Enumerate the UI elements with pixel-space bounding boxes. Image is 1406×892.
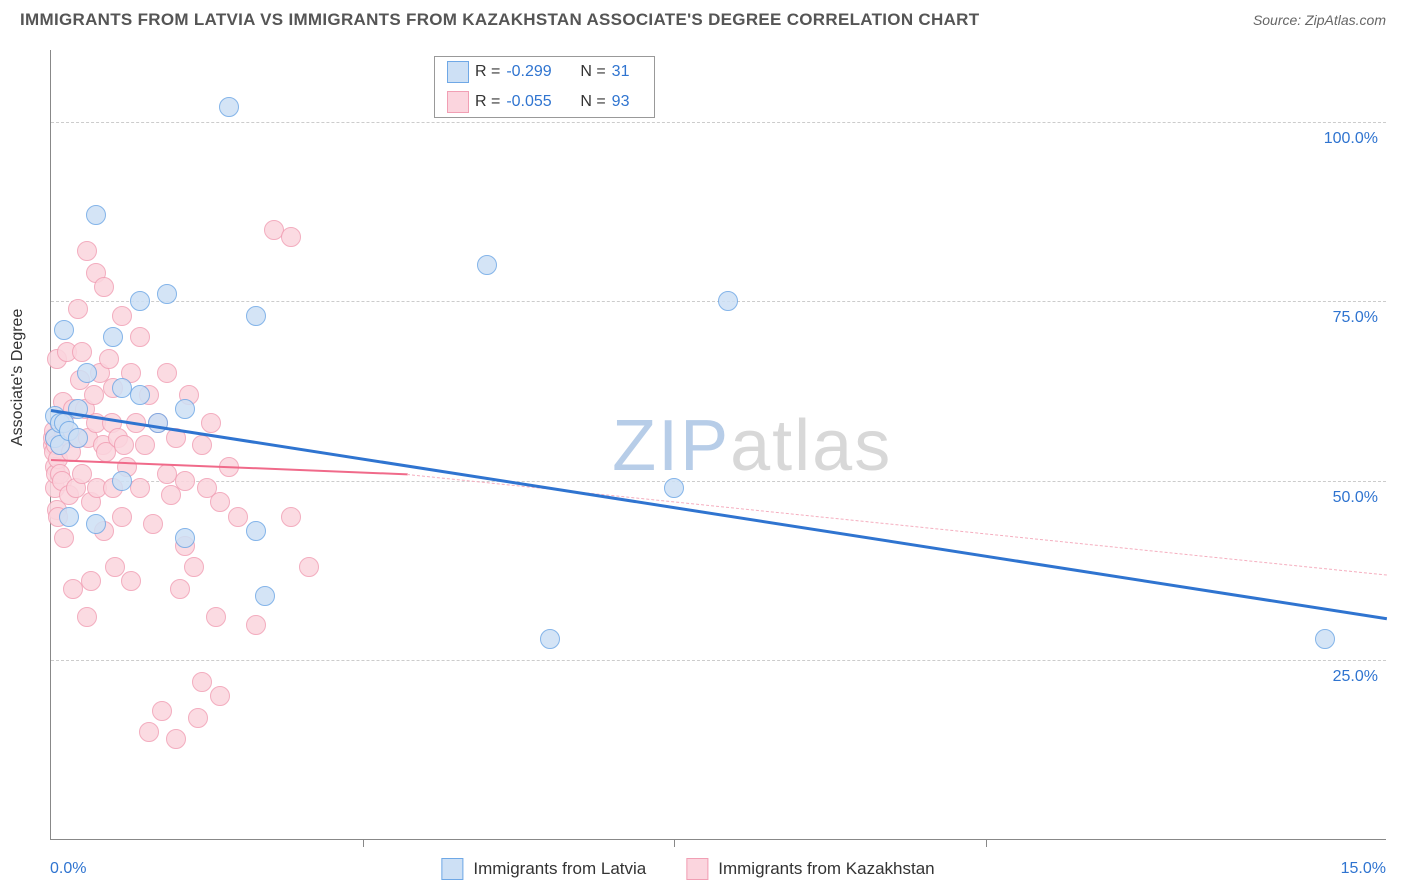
scatter-point-latvia	[246, 306, 266, 326]
scatter-point-kazakhstan	[184, 557, 204, 577]
chart-area: 25.0% 50.0% 75.0% 100.0% ZIPatlas R = -0.299 N …	[50, 50, 1386, 840]
plot-area: 25.0% 50.0% 75.0% 100.0% ZIPatlas R = -0.299 N …	[50, 50, 1386, 840]
scatter-point-latvia	[54, 320, 74, 340]
scatter-point-latvia	[540, 629, 560, 649]
swatch-icon	[686, 858, 708, 880]
scatter-point-kazakhstan	[130, 327, 150, 347]
scatter-point-kazakhstan	[77, 241, 97, 261]
x-tick-label-right: 15.0%	[1341, 860, 1386, 878]
scatter-point-latvia	[255, 586, 275, 606]
n-value: 93	[612, 93, 642, 111]
swatch-icon	[447, 91, 469, 113]
scatter-point-kazakhstan	[135, 435, 155, 455]
scatter-point-latvia	[157, 284, 177, 304]
scatter-point-kazakhstan	[152, 701, 172, 721]
scatter-point-kazakhstan	[121, 571, 141, 591]
scatter-point-latvia	[175, 399, 195, 419]
scatter-point-kazakhstan	[166, 729, 186, 749]
scatter-point-kazakhstan	[94, 277, 114, 297]
legend-label: Immigrants from Latvia	[473, 859, 646, 879]
scatter-point-latvia	[718, 291, 738, 311]
scatter-point-kazakhstan	[192, 435, 212, 455]
scatter-point-kazakhstan	[130, 478, 150, 498]
legend-row: R = -0.055 N = 93	[435, 87, 654, 117]
scatter-point-kazakhstan	[210, 686, 230, 706]
legend-series: Immigrants from Latvia Immigrants from Ka…	[441, 858, 964, 880]
legend-label: Immigrants from Kazakhstan	[718, 859, 934, 879]
y-tick-label: 75.0%	[1333, 309, 1378, 327]
scatter-point-kazakhstan	[81, 571, 101, 591]
scatter-point-kazakhstan	[114, 435, 134, 455]
scatter-point-kazakhstan	[68, 299, 88, 319]
scatter-point-latvia	[148, 413, 168, 433]
scatter-point-latvia	[477, 255, 497, 275]
scatter-point-kazakhstan	[72, 342, 92, 362]
y-tick-label: 25.0%	[1333, 668, 1378, 686]
chart-title: IMMIGRANTS FROM LATVIA VS IMMIGRANTS FRO…	[20, 10, 979, 30]
scatter-point-kazakhstan	[157, 363, 177, 383]
scatter-point-kazakhstan	[192, 672, 212, 692]
scatter-point-kazakhstan	[105, 557, 125, 577]
source-label: Source: ZipAtlas.com	[1253, 12, 1386, 28]
gridline-h	[51, 481, 1386, 482]
scatter-point-kazakhstan	[206, 607, 226, 627]
r-value: -0.055	[506, 93, 566, 111]
scatter-point-kazakhstan	[175, 471, 195, 491]
scatter-point-kazakhstan	[139, 722, 159, 742]
scatter-point-latvia	[1315, 629, 1335, 649]
r-label: R =	[475, 93, 500, 111]
scatter-point-latvia	[103, 327, 123, 347]
scatter-point-latvia	[112, 471, 132, 491]
legend-correlation: R = -0.299 N = 31 R = -0.055 N = 93	[434, 56, 655, 118]
n-label: N =	[580, 93, 605, 111]
scatter-point-kazakhstan	[84, 385, 104, 405]
scatter-point-latvia	[219, 97, 239, 117]
scatter-point-latvia	[68, 428, 88, 448]
y-axis-label: Associate's Degree	[9, 309, 27, 446]
swatch-icon	[441, 858, 463, 880]
x-tick	[674, 839, 675, 847]
legend-row: R = -0.299 N = 31	[435, 57, 654, 87]
x-tick	[363, 839, 364, 847]
scatter-point-kazakhstan	[281, 507, 301, 527]
scatter-point-kazakhstan	[228, 507, 248, 527]
scatter-point-latvia	[246, 521, 266, 541]
scatter-point-kazakhstan	[77, 607, 97, 627]
scatter-point-latvia	[77, 363, 97, 383]
scatter-point-kazakhstan	[170, 579, 190, 599]
gridline-h	[51, 660, 1386, 661]
y-tick-label: 50.0%	[1333, 489, 1378, 507]
x-tick	[986, 839, 987, 847]
scatter-point-kazakhstan	[246, 615, 266, 635]
scatter-point-kazakhstan	[112, 507, 132, 527]
scatter-point-latvia	[59, 507, 79, 527]
y-tick-label: 100.0%	[1324, 130, 1378, 148]
scatter-point-latvia	[130, 385, 150, 405]
scatter-point-kazakhstan	[201, 413, 221, 433]
scatter-point-kazakhstan	[210, 492, 230, 512]
scatter-point-kazakhstan	[99, 349, 119, 369]
scatter-point-kazakhstan	[188, 708, 208, 728]
r-label: R =	[475, 63, 500, 81]
trend-line	[51, 409, 1387, 620]
swatch-icon	[447, 61, 469, 83]
r-value: -0.299	[506, 63, 566, 81]
n-label: N =	[580, 63, 605, 81]
scatter-point-kazakhstan	[143, 514, 163, 534]
x-tick-label-left: 0.0%	[50, 860, 86, 878]
scatter-point-latvia	[86, 205, 106, 225]
scatter-point-latvia	[86, 514, 106, 534]
scatter-point-kazakhstan	[281, 227, 301, 247]
scatter-point-kazakhstan	[299, 557, 319, 577]
scatter-point-latvia	[664, 478, 684, 498]
scatter-point-latvia	[130, 291, 150, 311]
gridline-h	[51, 122, 1386, 123]
scatter-point-kazakhstan	[112, 306, 132, 326]
watermark: ZIPatlas	[612, 405, 892, 487]
scatter-point-latvia	[175, 528, 195, 548]
scatter-point-kazakhstan	[54, 528, 74, 548]
n-value: 31	[612, 63, 642, 81]
